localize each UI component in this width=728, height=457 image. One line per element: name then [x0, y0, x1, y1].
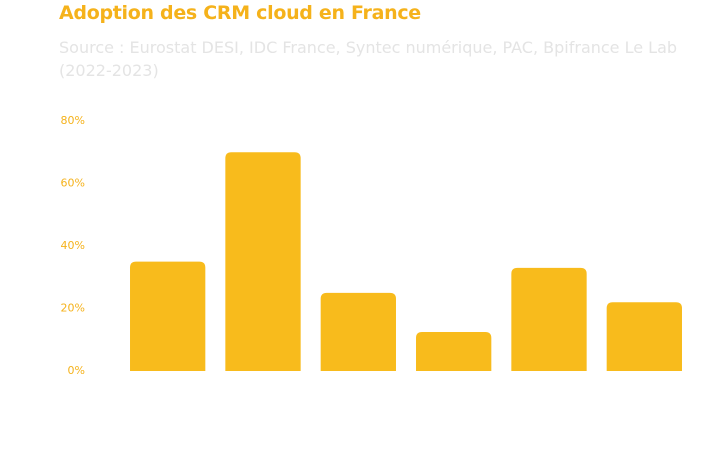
chart-subtitle: Source : Eurostat DESI, IDC France, Synt… — [59, 38, 678, 80]
chart-title: Adoption des CRM cloud en France — [59, 2, 421, 24]
y-tick-label: 60% — [61, 177, 85, 190]
bar — [225, 152, 301, 371]
bar — [606, 302, 682, 371]
y-tick-label: 20% — [61, 302, 85, 315]
y-tick-label: 40% — [61, 239, 85, 252]
bar — [511, 267, 587, 371]
y-tick-label: 0% — [68, 364, 85, 377]
bar — [320, 292, 396, 371]
y-tick-label: 80% — [61, 114, 85, 127]
bar — [130, 261, 206, 371]
bar — [416, 331, 492, 371]
